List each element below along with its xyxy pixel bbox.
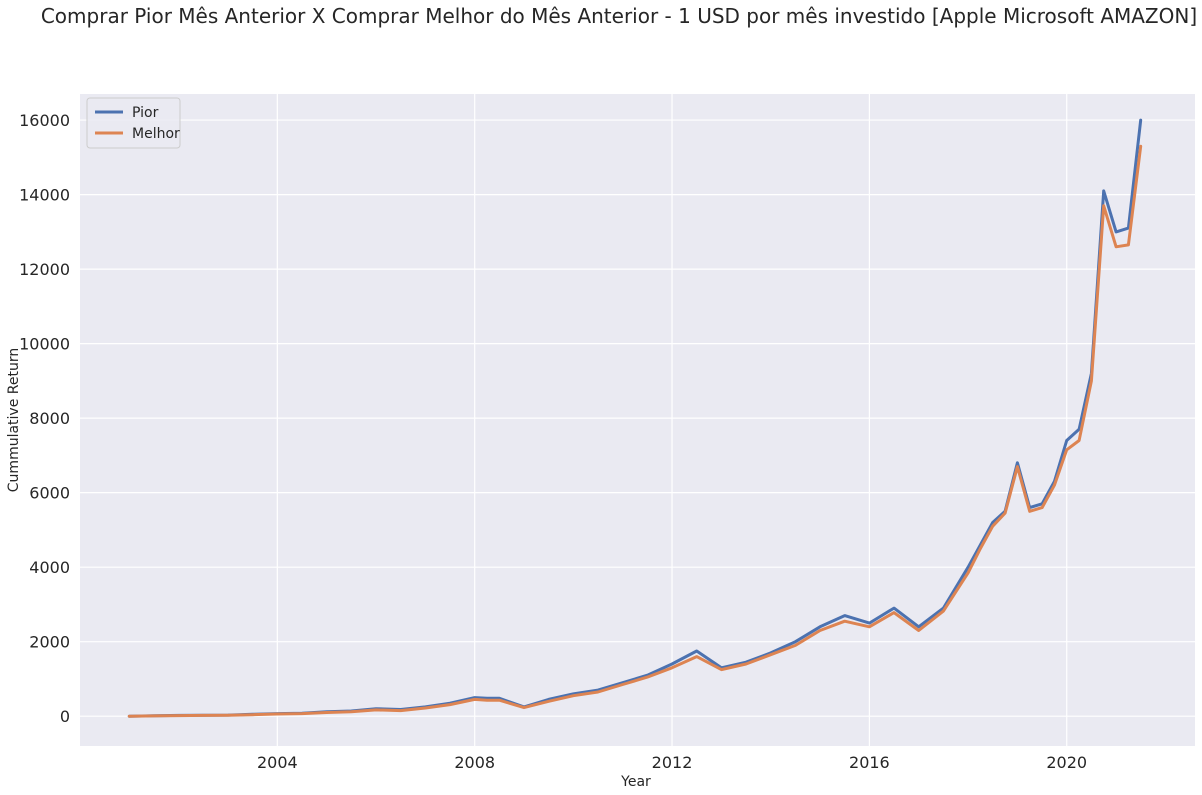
series-line-melhor xyxy=(127,144,1143,718)
y-tick-label: 8000 xyxy=(29,409,70,428)
x-tick-label: 2008 xyxy=(454,753,495,772)
y-tick-label: 14000 xyxy=(19,186,70,205)
grid xyxy=(80,94,1195,746)
y-tick-label: 12000 xyxy=(19,260,70,279)
y-tick-label: 2000 xyxy=(29,633,70,652)
legend-label-pior: Pior xyxy=(132,105,159,121)
x-axis: 2004 2008 2012 2016 2020 xyxy=(257,753,1087,772)
y-axis-label: Cummulative Return xyxy=(6,348,22,492)
y-axis: 0 2000 4000 6000 8000 10000 12000 14000 16000 xyxy=(19,111,70,726)
legend-label-melhor: Melhor xyxy=(132,126,180,142)
y-tick-label: 6000 xyxy=(29,484,70,503)
x-tick-label: 2012 xyxy=(652,753,693,772)
y-tick-label: 10000 xyxy=(19,335,70,354)
chart-title: Comprar Pior Mês Anterior X Comprar Melh… xyxy=(41,4,1197,28)
series-layer xyxy=(127,118,1143,718)
x-axis-label: Year xyxy=(620,774,651,790)
y-tick-label: 16000 xyxy=(19,111,70,130)
plot-area xyxy=(80,94,1195,746)
x-tick-label: 2004 xyxy=(257,753,298,772)
x-tick-label: 2020 xyxy=(1046,753,1087,772)
y-tick-label: 4000 xyxy=(29,558,70,577)
y-tick-label: 0 xyxy=(60,707,70,726)
legend: Pior Melhor xyxy=(86,97,181,149)
x-tick-label: 2016 xyxy=(849,753,890,772)
